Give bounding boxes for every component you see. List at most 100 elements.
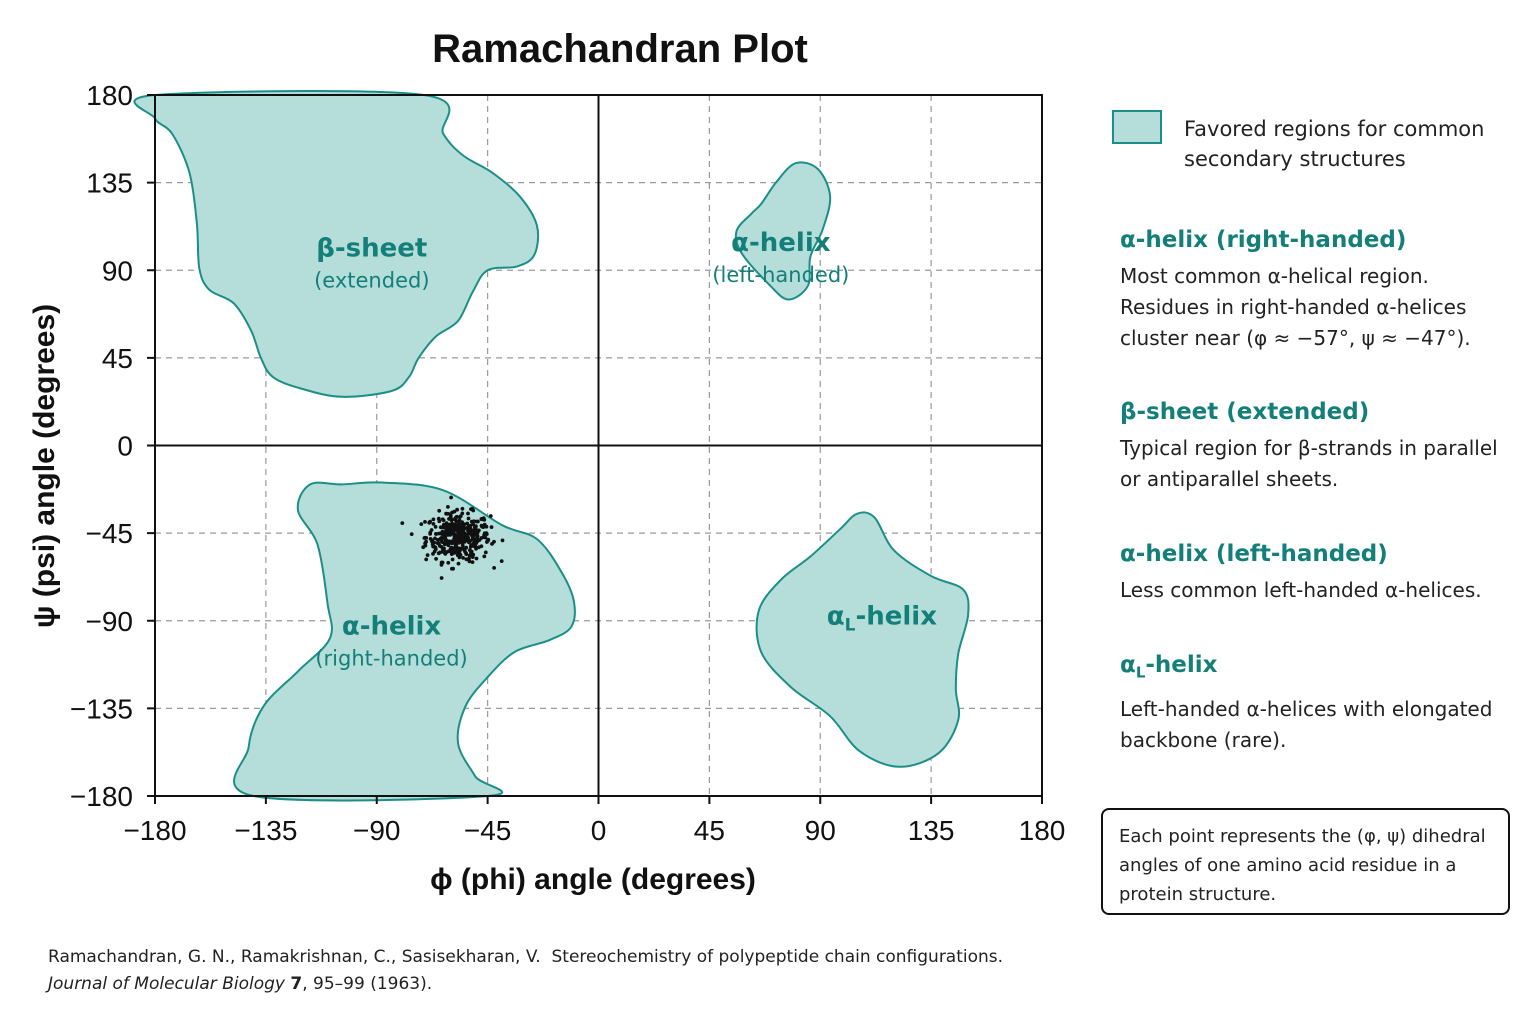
quadrant-lines <box>155 95 1042 796</box>
data-point <box>440 525 444 530</box>
data-point <box>458 525 462 530</box>
data-points <box>400 495 505 580</box>
y-tick-label: −90 <box>86 606 134 637</box>
data-point <box>466 524 471 529</box>
favored-region <box>755 511 970 768</box>
data-point <box>437 508 442 513</box>
data-point <box>492 566 496 570</box>
region-label-suffix: -helix <box>855 602 937 632</box>
data-point <box>470 535 475 539</box>
data-point <box>447 517 451 521</box>
description-title-main: α <box>1120 652 1136 678</box>
data-point <box>461 547 465 551</box>
data-point <box>464 551 468 556</box>
data-point <box>460 511 465 516</box>
data-point <box>477 538 482 542</box>
data-point <box>437 541 441 546</box>
data-point <box>472 539 477 544</box>
data-point <box>442 522 446 527</box>
data-point <box>430 538 435 543</box>
data-point <box>489 525 494 529</box>
data-point <box>450 566 454 571</box>
data-point <box>400 521 405 525</box>
region-sublabel: (left-handed) <box>712 263 849 287</box>
data-point <box>449 552 454 556</box>
data-point <box>439 576 444 580</box>
region-label: β-sheet <box>316 234 427 264</box>
y-tick-label: 90 <box>102 255 133 286</box>
data-point <box>431 517 436 522</box>
tick-labels: −180 −135 −90 −45 0 45 90 135 180 180 135 90 45 0 −45 −… <box>70 80 1065 846</box>
data-point <box>469 549 474 554</box>
y-axis-label: ψ (psi) angle (degrees) <box>28 304 61 628</box>
regions <box>133 90 970 802</box>
data-point <box>419 522 424 526</box>
data-point <box>461 556 465 560</box>
data-point <box>449 548 453 553</box>
data-point <box>464 545 469 550</box>
favored-region <box>233 481 576 802</box>
citation: Ramachandran, G. N., Ramakrishnan, C., S… <box>48 944 1048 998</box>
data-point <box>448 533 453 537</box>
data-point <box>484 532 489 536</box>
citation-authors: Ramachandran, G. N., Ramakrishnan, C., S… <box>48 947 541 967</box>
data-point <box>474 532 478 537</box>
data-point <box>460 506 465 511</box>
data-point <box>433 545 437 549</box>
description-alpha-l: αL-helix Left-handed α-helices with elon… <box>1120 650 1520 756</box>
data-point <box>499 559 504 563</box>
data-point <box>461 533 466 538</box>
data-point <box>450 541 454 546</box>
data-point <box>484 524 489 529</box>
region-label-subscript: L <box>845 616 856 636</box>
y-tick-label: −180 <box>70 781 133 812</box>
data-point <box>441 535 446 539</box>
region-sublabel: (right-handed) <box>315 646 467 670</box>
citation-journal: Journal of Molecular Biology <box>48 974 285 994</box>
data-point <box>434 532 439 536</box>
data-point <box>441 547 445 552</box>
data-point <box>456 561 461 566</box>
data-point <box>483 550 488 555</box>
data-point <box>428 530 433 535</box>
data-point <box>466 539 471 544</box>
data-point <box>440 560 445 565</box>
y-tick-label: 180 <box>86 80 133 111</box>
data-point <box>470 531 474 536</box>
data-point <box>432 549 437 554</box>
data-point <box>460 543 465 548</box>
data-point <box>467 527 472 532</box>
x-tick-label: 90 <box>805 815 836 846</box>
data-point <box>454 515 458 520</box>
y-tick-label: 135 <box>86 168 133 199</box>
region-labels: β-sheet(extended)α-helix(left-handed)α-h… <box>314 228 937 671</box>
data-point <box>453 537 458 542</box>
x-tick-label: 180 <box>1019 815 1066 846</box>
description-beta-sheet: β-sheet (extended) Typical region for β-… <box>1120 397 1520 495</box>
x-tick-label: 0 <box>591 815 607 846</box>
data-point <box>470 560 475 564</box>
data-point <box>449 522 453 527</box>
region-label: αL-helix <box>827 602 937 636</box>
description-title: β-sheet (extended) <box>1120 399 1370 425</box>
x-axis-label: ϕ (phi) angle (degrees) <box>430 863 756 896</box>
data-point <box>438 550 443 555</box>
description-body: Typical region for β-strands in parallel… <box>1120 436 1498 491</box>
data-point <box>440 529 445 534</box>
data-point <box>481 516 486 521</box>
description-alpha-left: α-helix (left-handed) Less common left-h… <box>1120 539 1520 606</box>
data-point <box>450 557 455 562</box>
legend-swatch <box>1112 110 1162 144</box>
data-point <box>466 516 471 521</box>
y-tick-label: 0 <box>117 431 133 462</box>
ramachandran-chart: Ramachandran Plot β-sheet(extended)α-hel… <box>28 27 1065 896</box>
note-text: Each point represents the (φ, ψ) dihedra… <box>1119 826 1486 905</box>
data-point <box>434 557 438 561</box>
data-point <box>409 532 414 536</box>
favored-region <box>734 161 832 301</box>
data-point <box>423 520 427 524</box>
data-point <box>454 545 459 549</box>
region-label-main: α <box>827 602 845 632</box>
data-point <box>424 557 429 562</box>
data-point <box>471 508 476 513</box>
